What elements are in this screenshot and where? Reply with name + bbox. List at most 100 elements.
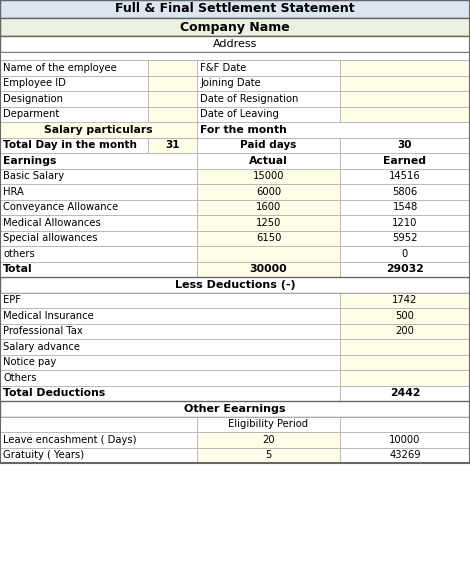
Text: Others: Others [3, 373, 37, 383]
Text: 14516: 14516 [389, 171, 421, 181]
Bar [340, 261, 470, 277]
Bar [340, 76, 470, 91]
Text: 6150: 6150 [256, 233, 281, 243]
Text: 200: 200 [396, 326, 415, 336]
Text: 1250: 1250 [256, 218, 281, 228]
Bar [148, 76, 197, 91]
Text: Salary advance: Salary advance [3, 342, 80, 352]
Bar [197, 153, 340, 169]
Bar [197, 184, 340, 199]
Text: For the month: For the month [200, 125, 287, 135]
Bar [340, 215, 470, 231]
Text: Actual: Actual [249, 156, 288, 166]
Bar [148, 91, 197, 107]
Bar [0, 60, 148, 76]
Bar [340, 137, 470, 153]
Text: others: others [3, 249, 35, 259]
Text: 5806: 5806 [392, 187, 418, 197]
Text: 5: 5 [265, 450, 272, 460]
Bar [0, 246, 197, 261]
Bar [340, 386, 470, 401]
Bar [0, 91, 148, 107]
Bar [340, 107, 470, 122]
Text: Total: Total [3, 264, 32, 274]
Text: 1742: 1742 [392, 295, 418, 305]
Text: Name of the employee: Name of the employee [3, 62, 117, 73]
Bar [0, 215, 197, 231]
Bar [148, 107, 197, 122]
Text: Employee ID: Employee ID [3, 78, 66, 88]
Bar [0, 370, 340, 386]
Bar [148, 60, 197, 76]
Bar [197, 137, 340, 153]
Bar [0, 416, 197, 432]
Bar [197, 215, 340, 231]
Bar [340, 184, 470, 199]
Bar [197, 231, 340, 246]
Bar [0, 0, 470, 463]
Text: Earnings: Earnings [3, 156, 56, 166]
Text: Total Day in the month: Total Day in the month [3, 140, 137, 151]
Bar [0, 354, 340, 370]
Text: 29032: 29032 [386, 264, 424, 274]
Bar [197, 416, 340, 432]
Text: Gratuity ( Years): Gratuity ( Years) [3, 450, 84, 460]
Text: Date of Leaving: Date of Leaving [200, 109, 279, 119]
Bar [340, 416, 470, 432]
Bar [340, 153, 470, 169]
Bar [0, 137, 148, 153]
Text: Eligibility Period: Eligibility Period [228, 419, 309, 429]
Text: Notice pay: Notice pay [3, 357, 56, 367]
Text: 30000: 30000 [250, 264, 287, 274]
Bar [0, 199, 197, 215]
Bar [0, 339, 340, 354]
Text: Conveyance Allowance: Conveyance Allowance [3, 202, 118, 212]
Text: 6000: 6000 [256, 187, 281, 197]
Bar [197, 432, 340, 448]
Text: 43269: 43269 [389, 450, 421, 460]
Text: Designation: Designation [3, 94, 63, 104]
Bar [340, 60, 470, 76]
Text: 500: 500 [396, 311, 415, 321]
Bar [340, 354, 470, 370]
Bar [340, 169, 470, 184]
Text: 1600: 1600 [256, 202, 281, 212]
Text: Medical Insurance: Medical Insurance [3, 311, 94, 321]
Bar [0, 386, 340, 401]
Text: 20: 20 [262, 435, 275, 445]
Text: 30: 30 [398, 140, 412, 151]
Text: Date of Resignation: Date of Resignation [200, 94, 298, 104]
Bar [0, 52, 470, 60]
Bar [0, 293, 340, 308]
Text: HRA: HRA [3, 187, 24, 197]
Bar [197, 91, 340, 107]
Text: 0: 0 [402, 249, 408, 259]
Text: Professional Tax: Professional Tax [3, 326, 83, 336]
Bar [0, 153, 197, 169]
Text: Salary particulars: Salary particulars [44, 125, 153, 135]
Bar [0, 122, 197, 137]
Bar [0, 36, 470, 52]
Bar [0, 261, 197, 277]
Bar [340, 339, 470, 354]
Text: 15000: 15000 [253, 171, 284, 181]
Bar [0, 231, 197, 246]
Bar [197, 169, 340, 184]
Bar [340, 308, 470, 324]
Bar [197, 122, 470, 137]
Bar [197, 199, 340, 215]
Bar [340, 231, 470, 246]
Bar [197, 76, 340, 91]
Bar [340, 293, 470, 308]
Bar [0, 448, 197, 463]
Text: Joining Date: Joining Date [200, 78, 261, 88]
Bar [197, 60, 340, 76]
Bar [0, 401, 470, 416]
Text: 1210: 1210 [392, 218, 418, 228]
Text: Company Name: Company Name [180, 20, 290, 34]
Bar [197, 246, 340, 261]
Bar [0, 107, 148, 122]
Text: 1548: 1548 [392, 202, 418, 212]
Text: Special allowances: Special allowances [3, 233, 97, 243]
Bar [0, 432, 197, 448]
